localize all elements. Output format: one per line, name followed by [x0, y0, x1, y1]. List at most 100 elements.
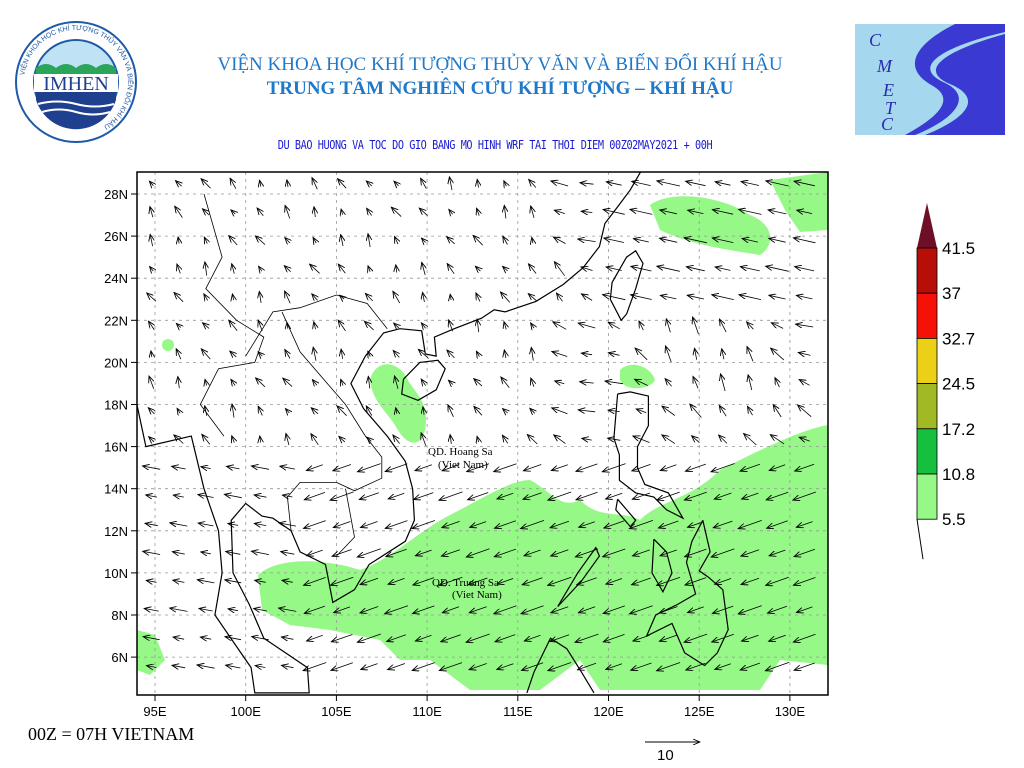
wind-vector: [200, 637, 212, 639]
wind-vector: [285, 291, 291, 304]
wind-vector: [205, 262, 207, 276]
wind-vector: [394, 181, 399, 186]
wind-vector: [775, 378, 779, 388]
wind-vector: [341, 235, 343, 247]
wind-vector: [287, 322, 288, 328]
wind-vector: [712, 238, 734, 243]
wind-vector: [606, 492, 623, 499]
wind-vector: [581, 294, 593, 301]
wind-vector: [232, 436, 235, 443]
lat-tick-label: 18N: [104, 398, 128, 413]
wind-vector: [738, 605, 762, 614]
wind-vector: [688, 606, 704, 613]
wind-vector: [396, 265, 397, 273]
wind-vector: [766, 181, 789, 187]
wind-vector: [338, 320, 346, 332]
wind-vector: [739, 295, 762, 300]
wind-vector: [504, 181, 507, 186]
wind-vector: [441, 634, 461, 642]
wind-vector: [178, 237, 179, 244]
wind-vector: [143, 637, 160, 640]
wind-vector: [552, 408, 568, 415]
wind-vector: [421, 433, 426, 446]
wind-vector: [713, 520, 733, 528]
wind-vector: [504, 322, 506, 330]
wind-vector: [448, 405, 454, 417]
wind-vector: [665, 379, 672, 387]
wind-vector: [338, 264, 346, 274]
wind-vector: [684, 238, 707, 244]
wind-vector: [503, 266, 508, 271]
wind-vector: [143, 551, 161, 554]
wind-vector: [148, 408, 154, 414]
wind-vector: [413, 605, 435, 614]
wind-vector: [150, 267, 154, 272]
wind-vector: [606, 663, 623, 670]
wind-vector: [532, 238, 533, 244]
wind-vector: [385, 463, 408, 472]
border-line: [281, 311, 383, 531]
wind-vector: [303, 662, 327, 671]
wind-vector: [258, 352, 262, 356]
wind-vector: [385, 605, 409, 614]
wind-vector: [150, 207, 153, 218]
wind-vector: [252, 637, 269, 640]
lon-tick-label: 105E: [321, 704, 352, 719]
wind-vector: [771, 348, 785, 361]
wind-vector: [529, 180, 537, 188]
wind-vector: [687, 295, 704, 299]
wind-vector: [580, 183, 594, 185]
wind-vector: [415, 549, 432, 556]
border-line: [336, 488, 355, 557]
wind-vector: [742, 492, 759, 499]
lon-tick-label: 125E: [684, 704, 715, 719]
wind-vector: [476, 293, 480, 302]
wind-vector: [282, 495, 293, 497]
wind-vector: [551, 549, 569, 556]
wind-vector: [149, 181, 153, 186]
wind-vector: [255, 236, 266, 245]
wind-vector: [396, 408, 397, 414]
wind-vector: [747, 347, 754, 362]
lat-tick-label: 20N: [104, 355, 128, 370]
wind-vector: [748, 406, 753, 416]
wind-vector: [358, 463, 381, 472]
wind-vector: [178, 377, 180, 389]
wind-vector: [311, 434, 319, 446]
wind-vector: [530, 408, 535, 413]
wind-vector: [688, 521, 704, 528]
wind-vector: [422, 262, 426, 276]
wind-vector: [421, 379, 426, 386]
wind-vector: [286, 434, 289, 446]
wind-vector: [203, 323, 209, 329]
wind-vector: [554, 435, 566, 444]
wind-vector: [357, 633, 381, 642]
wind-vector: [635, 379, 648, 386]
wind-vector: [769, 295, 786, 299]
wind-vector: [259, 266, 262, 271]
wind-vector: [799, 437, 810, 441]
wind-vector: [177, 408, 180, 413]
wind-vector: [714, 492, 732, 499]
wind-vector: [225, 637, 242, 640]
wind-vector: [439, 491, 463, 500]
wind-vector: [660, 549, 677, 556]
wind-vector: [494, 605, 517, 614]
wind-vector: [524, 549, 541, 556]
legend-level: 5.5: [942, 510, 966, 529]
wind-vector: [554, 262, 565, 276]
wind-vector: [524, 634, 541, 641]
wind-vector: [391, 207, 402, 217]
wind-vector: [260, 180, 261, 186]
wind-vector: [199, 609, 213, 612]
wind-vector: [686, 662, 706, 670]
wind-vector: [660, 295, 677, 299]
wind-vector: [548, 491, 572, 500]
wind-vector: [528, 294, 537, 301]
wind-vector: [418, 349, 429, 359]
wind-vector: [442, 606, 460, 613]
wind-vector: [361, 521, 378, 528]
wind-vector: [333, 521, 351, 528]
wind-vector: [740, 267, 760, 272]
wind-vector: [712, 295, 734, 300]
